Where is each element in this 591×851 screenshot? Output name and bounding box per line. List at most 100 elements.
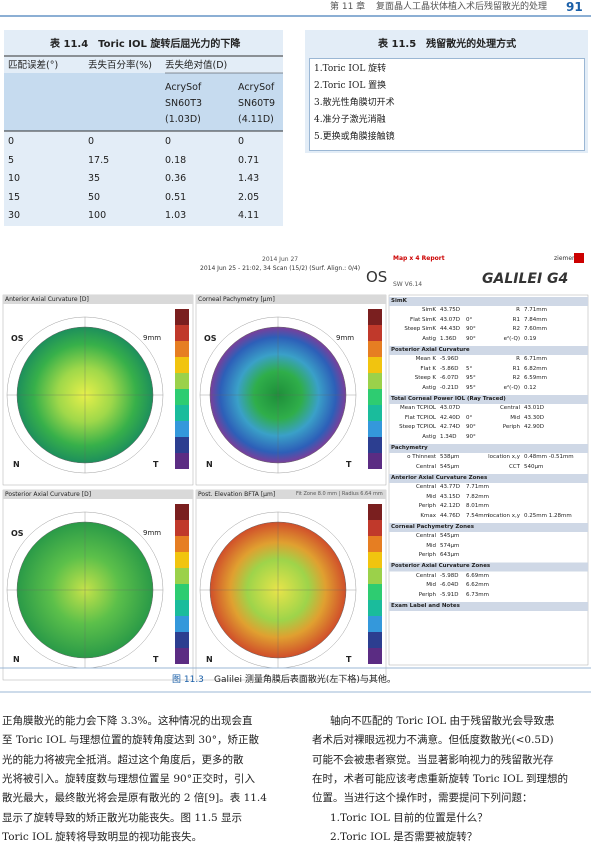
caption-text: Galilei 测量角膜后表面散光(左下格)与其他。 xyxy=(214,675,396,685)
data-cell: 43.30D xyxy=(524,414,544,421)
color-scale xyxy=(175,584,189,600)
table-cell: 30 xyxy=(8,210,21,221)
data-cell: R1 xyxy=(512,365,520,372)
panel-title: Posterior Axial Curvature [D] xyxy=(5,490,92,498)
section-title: Total Corneal Power IOL (Ray Traced) xyxy=(391,395,506,402)
color-scale xyxy=(368,373,382,389)
table-cell: 5 xyxy=(8,154,15,166)
data-cell: R2 xyxy=(512,326,520,332)
data-cell: 0.19 xyxy=(524,335,537,342)
section-bar xyxy=(389,346,588,355)
brand: GALILEI G4 xyxy=(482,271,569,287)
data-cell: 6.73mm xyxy=(466,591,489,598)
body-line: 散光最大，最终散光将会是原有散光的 2 倍[9]。表 11.4 xyxy=(2,792,267,805)
data-cell: Mean TCPIOL xyxy=(400,405,436,411)
section-bar xyxy=(389,474,588,483)
color-scale xyxy=(175,632,189,648)
data-cell: -0.21D xyxy=(440,384,459,391)
color-scale xyxy=(175,373,189,389)
data-cell: 42.74D xyxy=(440,424,460,430)
table-cell: 0 xyxy=(8,136,15,147)
data-cell: 0.48mm -0.51mm xyxy=(524,454,574,460)
color-scale xyxy=(368,648,382,664)
data-cell: 1.36D xyxy=(440,335,457,342)
data-cell: 7.71mm xyxy=(524,307,547,313)
data-cell: 42.40D xyxy=(440,414,460,421)
zone-label: 9mm xyxy=(143,529,162,537)
table-cell: 0 xyxy=(165,136,172,147)
running-title: 复面晶人工晶状体植入术后残留散光的处理 xyxy=(376,2,548,12)
body-line: 可能不会被患者察觉。当显著影响视力的残留散光存 xyxy=(312,753,554,766)
data-cell: 95° xyxy=(466,375,476,381)
data-cell: R1 xyxy=(512,316,520,323)
data-cell: 6.69mm xyxy=(466,572,489,579)
color-scale xyxy=(175,648,189,664)
table-title: 表 11.4 Toric IOL 旋转后屈光力的下降 xyxy=(50,39,241,50)
table-cell: 0.18 xyxy=(165,154,187,166)
color-scale xyxy=(368,632,382,648)
section-bar xyxy=(389,297,588,306)
table-cell: 0 xyxy=(238,136,245,147)
data-cell: 44.76D xyxy=(440,512,460,519)
body-line: Toric IOL 旋转将导致明显的视功能丧失。 xyxy=(2,830,203,843)
color-scale xyxy=(175,357,189,373)
data-cell: 0° xyxy=(466,414,473,421)
data-cell: 6.71mm xyxy=(524,356,547,362)
data-cell: R2 xyxy=(512,375,520,381)
data-cell: 545µm xyxy=(440,463,460,470)
data-cell: -6.07D xyxy=(440,375,459,381)
color-scale xyxy=(175,437,189,453)
data-cell: Flat SimK xyxy=(410,316,436,323)
eye: OS xyxy=(366,268,388,286)
report: Map x 4 Report xyxy=(393,255,445,262)
color-scale xyxy=(175,389,189,405)
color-scale xyxy=(175,568,189,584)
table-11-5-list xyxy=(309,58,585,151)
subcolumn-header: AcrySof xyxy=(238,82,275,93)
data-cell: Astig xyxy=(422,335,436,342)
panel-title-bar xyxy=(196,295,386,304)
column-header: 匹配误差(°) xyxy=(8,60,59,71)
data-cell: Central xyxy=(499,405,520,411)
data-cell: Periph xyxy=(418,552,436,558)
data-cell: SimK xyxy=(422,307,436,313)
color-scale xyxy=(175,600,189,616)
nasal-label: N xyxy=(206,655,213,664)
section-title: Posterior Axial Curvature xyxy=(391,346,470,353)
color-scale xyxy=(175,536,189,552)
data-cell: o Thinnest xyxy=(407,454,436,460)
section-bar xyxy=(389,562,588,572)
body-line: 正角膜散光的能力会下降 3.3%。这种情况的出现会直 xyxy=(2,715,253,727)
table-cell: 0.71 xyxy=(238,154,260,166)
data-cell: -5.96D xyxy=(440,356,459,362)
color-scale xyxy=(368,453,382,469)
data-cell: -5.91D xyxy=(440,591,459,598)
body-line: 2.Toric IOL 是否需要被旋转？ xyxy=(330,830,478,843)
data-cell: 0.25mm 1.28mm xyxy=(524,512,572,519)
color-scale xyxy=(175,309,189,325)
panel-title-bar xyxy=(196,490,386,499)
fit-zone: Fit Zone 8.0 mm | Radius 6.64 mm xyxy=(296,490,383,497)
body-line: 至 Toric IOL 与理想位置的旋转角度达到 30°，矫正散 xyxy=(2,734,259,747)
data-cell: 643µm xyxy=(440,552,460,558)
eye-label: OS xyxy=(11,529,24,538)
subcolumn-header: SN60T3 xyxy=(165,98,203,109)
temporal-label: T xyxy=(346,460,352,469)
data-cell: Periph xyxy=(418,503,436,509)
data-cell: 6.82mm xyxy=(524,365,547,372)
data-cell: 90° xyxy=(466,335,476,342)
data-cell: location x,y xyxy=(488,512,520,519)
color-scale xyxy=(368,325,382,341)
list-item: 4.准分子激光消融 xyxy=(314,115,386,125)
eye-label: OS xyxy=(204,334,217,343)
color-scale xyxy=(368,389,382,405)
data-cell: -5.98D xyxy=(440,572,459,579)
data-cell: Central xyxy=(415,572,436,579)
color-scale xyxy=(175,325,189,341)
data-cell: 545µm xyxy=(440,533,460,539)
date: 2014 Jun 27 xyxy=(262,256,299,263)
temporal-label: T xyxy=(153,655,159,664)
color-scale xyxy=(368,536,382,552)
